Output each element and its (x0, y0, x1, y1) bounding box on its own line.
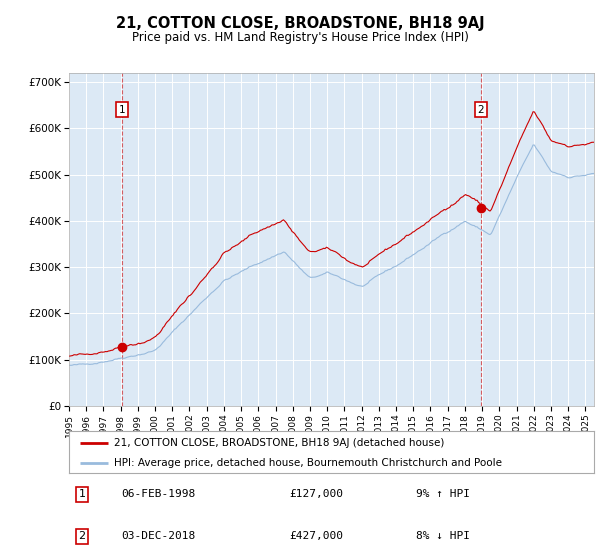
Text: 2: 2 (79, 531, 86, 542)
Text: 8% ↓ HPI: 8% ↓ HPI (415, 531, 470, 542)
Text: 1: 1 (119, 105, 125, 115)
Text: 21, COTTON CLOSE, BROADSTONE, BH18 9AJ: 21, COTTON CLOSE, BROADSTONE, BH18 9AJ (116, 16, 484, 31)
Text: 03-DEC-2018: 03-DEC-2018 (121, 531, 196, 542)
Text: HPI: Average price, detached house, Bournemouth Christchurch and Poole: HPI: Average price, detached house, Bour… (113, 458, 502, 468)
Text: 9% ↑ HPI: 9% ↑ HPI (415, 489, 470, 500)
Text: 2: 2 (478, 105, 484, 115)
Text: 21, COTTON CLOSE, BROADSTONE, BH18 9AJ (detached house): 21, COTTON CLOSE, BROADSTONE, BH18 9AJ (… (113, 437, 444, 447)
Text: £127,000: £127,000 (290, 489, 343, 500)
Text: 1: 1 (79, 489, 86, 500)
Text: 06-FEB-1998: 06-FEB-1998 (121, 489, 196, 500)
Text: £427,000: £427,000 (290, 531, 343, 542)
Text: Price paid vs. HM Land Registry's House Price Index (HPI): Price paid vs. HM Land Registry's House … (131, 31, 469, 44)
